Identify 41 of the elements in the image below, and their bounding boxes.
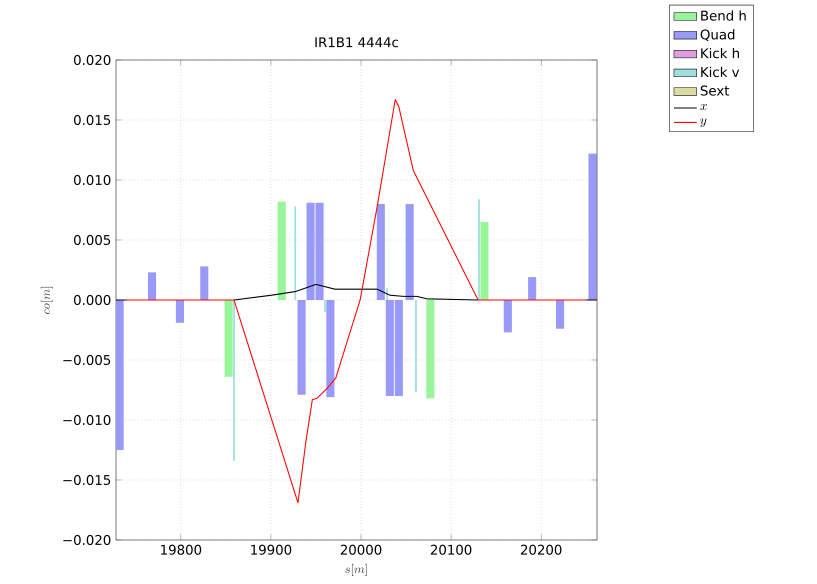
bar xyxy=(426,300,434,398)
bar xyxy=(528,277,536,300)
bar xyxy=(556,300,564,329)
bar xyxy=(176,300,184,323)
legend-label: Sext xyxy=(700,86,730,96)
bar xyxy=(116,300,124,450)
y-tick-label: 0.020 xyxy=(74,54,110,66)
legend-label: Bend h xyxy=(701,10,746,21)
bar xyxy=(326,300,334,398)
x-axis-title: $s[m]$ xyxy=(345,564,367,576)
bar xyxy=(588,154,597,300)
line-series xyxy=(126,99,587,504)
bar xyxy=(376,204,385,300)
y-tick-label: −0.005 xyxy=(63,354,110,366)
chart-title: IR1B1 4444c xyxy=(315,37,398,48)
legend-label: Quad xyxy=(700,29,734,42)
y-tick-label: 0.005 xyxy=(74,234,110,246)
bar xyxy=(200,266,208,300)
y-tick-label: −0.020 xyxy=(63,534,110,546)
bar xyxy=(148,272,156,300)
bar xyxy=(504,300,512,332)
y-tick-label: 0.000 xyxy=(74,294,110,306)
bar xyxy=(298,300,306,395)
x-tick-label: 20200 xyxy=(520,544,562,555)
bar xyxy=(224,300,233,377)
y-tick-label: 0.015 xyxy=(74,114,110,126)
legend-label: $x$ xyxy=(700,104,707,110)
legend-label: Kick v xyxy=(701,66,740,78)
legend-label: $y$ xyxy=(700,118,706,128)
y-axis-title: $co[m]$ xyxy=(40,286,53,314)
x-tick-label: 20000 xyxy=(340,544,382,555)
x-tick-label: 19900 xyxy=(251,544,292,555)
bar xyxy=(406,204,414,300)
x-tick-label: 19800 xyxy=(161,544,202,555)
y-tick-label: −0.015 xyxy=(63,474,110,486)
bar xyxy=(480,222,488,300)
y-tick-label: −0.010 xyxy=(63,414,110,426)
y-tick-label: 0.010 xyxy=(74,174,110,186)
x-tick-label: 20100 xyxy=(430,544,472,555)
bar xyxy=(278,202,286,300)
legend-label: Kick h xyxy=(701,48,739,58)
